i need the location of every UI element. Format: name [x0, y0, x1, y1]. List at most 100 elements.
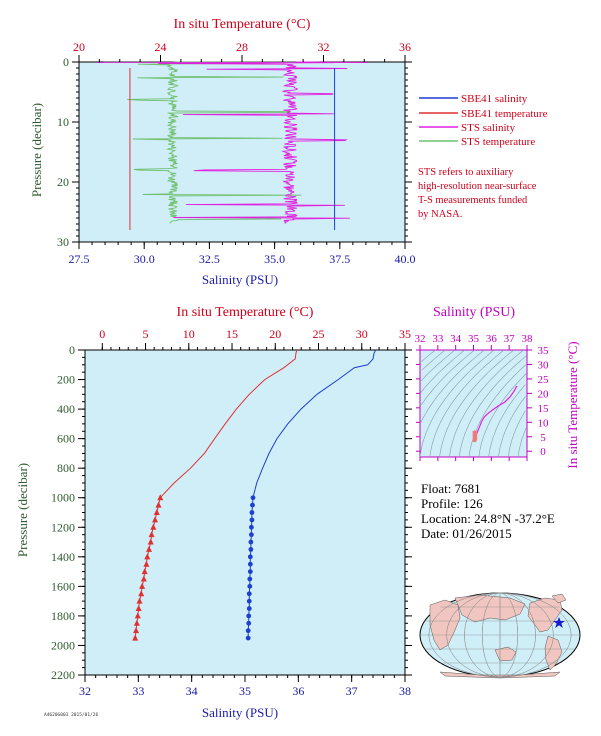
temperature-tick-label: 25	[313, 327, 325, 341]
ts-salinity-tick-label: 36	[486, 333, 498, 345]
ts-salinity-tick-label: 32	[415, 333, 426, 345]
density-isoline	[498, 396, 526, 458]
density-isoline	[419, 349, 495, 458]
full-profile-panel: 32 33 34 35 36 37 38 0 5 10 15 20 25 30 35 0 200 400 600 80…	[15, 305, 412, 720]
near-surface-plot-area	[78, 61, 406, 243]
footer-tag: A4620G003 2015/01/26	[44, 712, 98, 718]
salinity-sample-marker	[247, 561, 253, 567]
ts-diagram-right-axis-title: In situ Temperature (°C)	[565, 341, 580, 468]
legend-note-line-2: high-resolution near-surface	[418, 181, 537, 192]
temperature-sample-marker	[132, 634, 139, 641]
density-isoline	[429, 349, 505, 458]
density-isoline	[468, 364, 527, 458]
temperature-tick-label: 36	[399, 40, 411, 54]
salinity-tick-label: 37.5	[329, 252, 350, 266]
density-isoline	[421, 349, 436, 362]
full-profile-axes: 32 33 34 35 36 37 38 0 5 10 15 20 25 30 35 0 200 400 600 80…	[51, 327, 412, 698]
pressure-tick-label: 0	[69, 343, 75, 357]
date: Date: 01/26/2015	[421, 526, 512, 541]
salinity-sample-marker	[249, 532, 254, 538]
ts-temperature-tick-label: 35	[538, 345, 550, 357]
temperature-sample-marker	[153, 509, 160, 515]
salinity-sample-marker	[247, 576, 253, 582]
temperature-tick-label: 10	[183, 327, 195, 341]
salinity-sample-marker	[247, 569, 253, 574]
legend-note-line-3: T-S measurements funded	[418, 195, 528, 206]
salinity-sample-marker	[249, 524, 254, 530]
map-graticule	[420, 592, 580, 678]
pressure-tick-label: 800	[57, 461, 75, 475]
salinity-sample-marker	[250, 502, 255, 508]
legend-note-line-4: by NASA.	[418, 209, 462, 220]
salinity-sample-marker	[246, 591, 252, 597]
temperature-tick-label: 30	[356, 327, 368, 341]
pressure-tick-label: 20	[57, 175, 69, 189]
temperature-sample-marker	[152, 516, 159, 523]
pressure-tick-label: 1600	[51, 579, 75, 593]
pressure-tick-label: 30	[57, 235, 69, 249]
ts-temperature-tick-label: 30	[538, 359, 550, 371]
density-isoline	[449, 349, 524, 458]
salinity-tick-label: 32	[79, 684, 91, 698]
legend-label-sts-temperature: STS temperature	[461, 136, 535, 148]
temperature-sample-marker	[138, 590, 145, 597]
temperature-tick-label: 24	[155, 40, 167, 54]
temperature-sample-marker	[139, 582, 146, 589]
float-location-marker-icon	[553, 617, 565, 628]
sts-temperature-line	[103, 61, 308, 224]
full-profile-lines	[132, 349, 377, 641]
ts-temperature-tick-label: 10	[538, 417, 550, 429]
ts-diagram-axes: 32 33 34 35 36 37 38 0 5 10 15 20 25 30 35	[415, 333, 550, 461]
location: Location: 24.8°N -37.2°E	[421, 511, 555, 526]
salinity-tick-label: 37	[346, 684, 358, 698]
salinity-sample-marker	[249, 517, 255, 523]
density-isoline	[419, 349, 456, 383]
ts-salinity-tick-label: 37	[504, 333, 516, 345]
near-surface-panel: 27.5 30.0 32.5 35.0 37.5 40.0 20 24 28 32 36 0 10 20 3…	[29, 17, 416, 287]
ts-salinity-tick-label: 38	[522, 333, 534, 345]
full-profile-bottom-axis-title: Salinity (PSU)	[202, 705, 278, 720]
full-profile-plot-area	[84, 349, 406, 676]
temperature-sample-marker	[133, 619, 140, 626]
density-isoline	[508, 410, 526, 458]
salinity-tick-label: 36	[292, 684, 304, 698]
salinity-tick-label: 38	[399, 684, 411, 698]
profile-number: Profile: 126	[421, 496, 483, 511]
ts-salinity-tick-label: 33	[432, 333, 444, 345]
salinity-tick-label: 32.5	[199, 252, 220, 266]
pressure-tick-label: 1000	[51, 491, 75, 505]
map-meridian	[428, 592, 572, 678]
legend-label-sbe41-salinity: SBE41 salinity	[461, 93, 528, 105]
salinity-sample-marker	[246, 606, 252, 611]
density-isoline	[517, 427, 527, 458]
temperature-sample-marker	[150, 523, 157, 530]
pressure-tick-label: 400	[57, 402, 75, 416]
near-surface-axes: 27.5 30.0 32.5 35.0 37.5 40.0 20 24 28 32 36 0 10 20 3…	[57, 40, 416, 266]
temperature-sample-marker	[143, 560, 150, 567]
salinity-sample-marker	[247, 554, 253, 560]
pressure-tick-label: 1400	[51, 550, 75, 564]
temperature-sample-marker	[136, 597, 143, 604]
ts-curve	[472, 385, 518, 443]
density-isoline	[421, 349, 446, 371]
temperature-tick-label: 32	[318, 40, 330, 54]
salinity-sample-marker	[247, 583, 253, 589]
ts-diagram-panel: 32 33 34 35 36 37 38 0 5 10 15 20 25 30 35 Salinity (P…	[415, 305, 581, 469]
ts-temperature-tick-label: 15	[538, 403, 550, 415]
float-number: Float: 7681	[421, 481, 481, 496]
legend: SBE41 salinity SBE41 temperature STS sal…	[418, 93, 548, 220]
salinity-tick-label: 34	[186, 684, 198, 698]
salinity-sample-marker	[245, 628, 251, 634]
temperature-sample-marker	[146, 545, 152, 552]
salinity-sample-marker	[250, 495, 256, 501]
legend-label-sts-salinity: STS salinity	[461, 122, 516, 134]
density-isoline	[439, 349, 514, 458]
salinity-tick-label: 35.0	[264, 252, 285, 266]
temperature-sample-marker	[147, 538, 154, 545]
pressure-tick-label: 1200	[51, 520, 75, 534]
sts-salinity-trace	[97, 61, 369, 224]
ts-salinity-tick-label: 34	[450, 333, 462, 345]
temperature-tick-label: 28	[236, 40, 248, 54]
near-surface-bottom-axis-title: Salinity (PSU)	[202, 272, 278, 287]
